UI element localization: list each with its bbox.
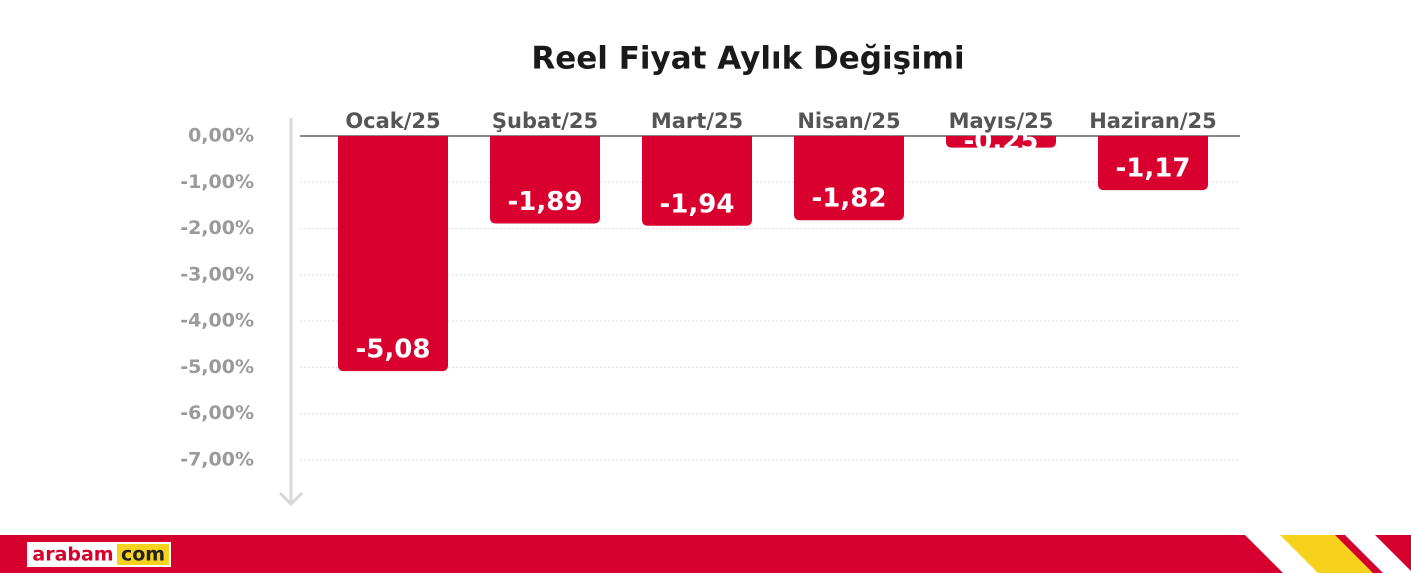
stripe [1280, 535, 1373, 573]
axis-arrow [278, 491, 304, 507]
y-tick-label: -4,00% [180, 310, 254, 332]
x-tick-label: Haziran/25 [1089, 109, 1217, 133]
value-label: -0,25 [964, 126, 1039, 156]
value-label: -1,94 [660, 189, 735, 219]
bar [946, 136, 1056, 148]
bar [490, 136, 600, 224]
value-label: -1,89 [508, 187, 583, 217]
x-tick-label: Ocak/25 [345, 109, 440, 133]
value-label: -1,17 [1116, 154, 1191, 184]
logo-brand: arabam [32, 544, 113, 566]
y-tick-label: -1,00% [180, 171, 254, 193]
bar [794, 136, 904, 221]
y-tick-label: -2,00% [180, 217, 254, 239]
x-tick-label: Nisan/25 [797, 109, 900, 133]
footer-band [0, 535, 1411, 573]
y-tick-label: -5,00% [180, 356, 254, 378]
chart-title: Reel Fiyat Aylık Değişimi [531, 41, 964, 77]
stripe [1245, 535, 1328, 573]
logo-suffix: com [121, 544, 165, 566]
x-tick-label: Mayıs/25 [949, 109, 1054, 133]
value-label: -5,08 [356, 335, 431, 365]
y-tick-label: -6,00% [180, 402, 254, 424]
bar [1098, 136, 1208, 191]
y-tick-label: 0,00% [188, 125, 254, 147]
y-tick-label: -7,00% [180, 449, 254, 471]
x-tick-label: Mart/25 [651, 109, 743, 133]
y-tick-label: -3,00% [180, 263, 254, 285]
bar [642, 136, 752, 226]
bar [338, 136, 448, 372]
logo-suffix-box [117, 544, 169, 565]
x-tick-label: Şubat/25 [492, 109, 598, 133]
value-label: -1,82 [812, 184, 887, 214]
stripe [1345, 535, 1411, 573]
